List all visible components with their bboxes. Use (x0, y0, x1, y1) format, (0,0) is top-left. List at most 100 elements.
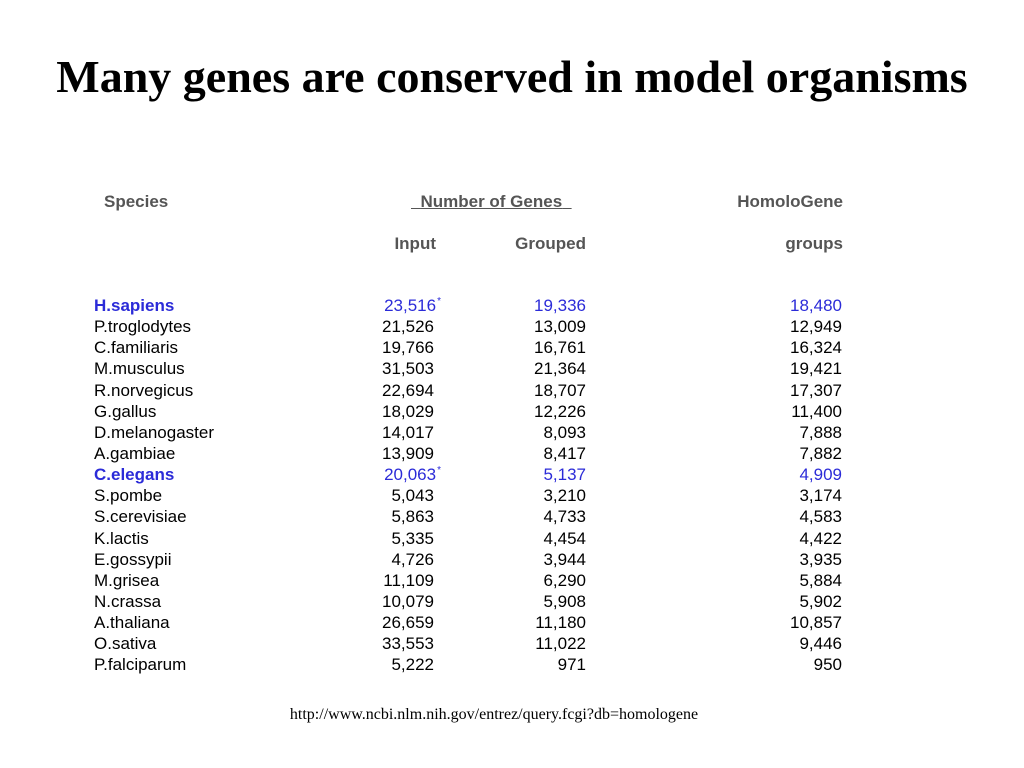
input-count-value: 13,909 (382, 443, 434, 463)
table-row: S.pombe 5,043 3,210 3,174 (0, 485, 1024, 506)
slide-title: Many genes are conserved in model organi… (56, 51, 968, 102)
species-name: D.melanogaster (94, 422, 215, 442)
table-row: C.elegans 20,063* 5,137 4,909 (0, 464, 1024, 485)
input-count: 21,526 (382, 316, 434, 337)
input-count: 5,222 (391, 654, 434, 675)
table-row: R.norvegicus 22,694 18,707 17,307 (0, 380, 1024, 401)
species-name: C.elegans (94, 465, 175, 485)
homologene-groups-count: 3,174 (799, 486, 842, 506)
grouped-count: 8,417 (543, 443, 586, 463)
input-count: 26,659 (382, 612, 434, 633)
grouped-count: 6,290 (543, 570, 586, 590)
input-count-value: 21,526 (382, 317, 434, 337)
input-count-value: 19,766 (382, 338, 434, 358)
grouped-count: 3,944 (543, 549, 586, 569)
homologene-groups-count: 9,446 (799, 634, 842, 654)
species-name: A.gambiae (94, 443, 176, 463)
grouped-count: 21,364 (534, 359, 586, 379)
homologene-groups-count: 7,888 (799, 422, 842, 442)
table-row: A.gambiae 13,909 8,417 7,882 (0, 443, 1024, 464)
species-name: C.familiaris (94, 338, 179, 358)
homologene-groups-count: 17,307 (790, 380, 842, 400)
input-count-value: 5,043 (391, 486, 434, 506)
table-row: O.sativa 33,553 11,022 9,446 (0, 633, 1024, 654)
table-row: D.melanogaster 14,017 8,093 7,888 (0, 422, 1024, 443)
grouped-count: 971 (557, 655, 586, 675)
grouped-count: 18,707 (534, 380, 586, 400)
input-count-value: 10,079 (382, 591, 434, 611)
input-count: 10,079 (382, 591, 434, 612)
homologene-groups-count: 950 (813, 655, 842, 675)
table-row: M.musculus 31,503 21,364 19,421 (0, 358, 1024, 379)
input-count: 11,109 (383, 570, 434, 591)
homologene-groups-count: 7,882 (799, 443, 842, 463)
species-name: K.lactis (94, 528, 149, 548)
homologene-groups-count: 12,949 (790, 317, 842, 337)
table-row: A.thaliana 26,659 11,180 10,857 (0, 612, 1024, 633)
input-count-value: 11,109 (383, 570, 434, 590)
input-count-value: 33,553 (382, 634, 434, 654)
input-count: 22,694 (382, 380, 434, 401)
grouped-count: 5,137 (543, 465, 586, 485)
homologene-groups-count: 5,884 (799, 570, 842, 590)
input-count: 14,017 (382, 422, 434, 443)
input-count: 5,335 (391, 528, 434, 549)
homologene-groups-count: 4,909 (799, 465, 842, 485)
input-count-value: 5,222 (391, 655, 434, 675)
grouped-count: 3,210 (543, 486, 586, 506)
input-count-value: 18,029 (382, 401, 434, 421)
species-header: Species (104, 192, 169, 211)
grouped-count: 12,226 (534, 401, 586, 421)
grouped-count: 4,733 (543, 507, 586, 527)
species-name: E.gossypii (94, 549, 172, 569)
table-row: M.grisea 11,109 6,290 5,884 (0, 570, 1024, 591)
homologene-groups-count: 11,400 (791, 401, 842, 421)
homologene-groups-count: 16,324 (790, 338, 842, 358)
species-name: P.falciparum (94, 655, 187, 675)
species-name: N.crassa (94, 591, 162, 611)
grouped-count: 8,093 (543, 422, 586, 442)
input-count-value: 4,726 (391, 549, 434, 569)
homologene-header: HomoloGene (737, 192, 843, 211)
homologene-groups-count: 5,902 (799, 591, 842, 611)
input-count: 13,909 (382, 443, 434, 464)
species-name: G.gallus (94, 401, 157, 421)
input-count: 23,516* (384, 295, 441, 316)
grouped-count: 4,454 (543, 528, 586, 548)
grouped-count: 11,022 (535, 634, 586, 654)
input-count: 33,553 (382, 633, 434, 654)
species-table: H.sapiens 23,516* 19,336 18,480 P.troglodyte… (0, 295, 1024, 676)
footnote-marker: * (437, 465, 441, 477)
table-row: H.sapiens 23,516* 19,336 18,480 (0, 295, 1024, 316)
input-count-value: 14,017 (382, 422, 434, 442)
species-name: S.cerevisiae (94, 507, 187, 527)
input-count: 18,029 (382, 401, 434, 422)
homologene-groups-count: 18,480 (790, 296, 842, 315)
species-name: M.musculus (94, 359, 185, 379)
grouped-header: Grouped (515, 234, 586, 253)
footnote-marker: * (437, 296, 441, 308)
table-row: P.falciparum 5,222 971 950 (0, 654, 1024, 675)
number-of-genes-header: Number of Genes (411, 192, 572, 212)
homologene-groups-count: 10,857 (790, 613, 842, 633)
grouped-count: 13,009 (534, 317, 586, 337)
species-name: R.norvegicus (94, 380, 194, 400)
grouped-count: 19,336 (534, 296, 586, 315)
source-url: http://www.ncbi.nlm.nih.gov/entrez/query… (289, 706, 699, 723)
grouped-count: 11,180 (535, 613, 586, 633)
table-row: S.cerevisiae 5,863 4,733 4,583 (0, 506, 1024, 527)
grouped-count: 16,761 (534, 338, 586, 358)
input-count-value: 5,863 (391, 507, 434, 527)
homologene-groups-count: 3,935 (799, 549, 842, 569)
input-count: 20,063* (384, 464, 441, 485)
input-count-value: 5,335 (391, 528, 434, 548)
table-row: P.troglodytes 21,526 13,009 12,949 (0, 316, 1024, 337)
input-count: 5,863 (391, 506, 434, 527)
input-count-value: 22,694 (382, 380, 434, 400)
input-count-value: 31,503 (382, 359, 434, 379)
homologene-groups-count: 19,421 (790, 359, 842, 379)
table-row: E.gossypii 4,726 3,944 3,935 (0, 549, 1024, 570)
input-count-value: 23,516 (384, 296, 437, 315)
table-row: G.gallus 18,029 12,226 11,400 (0, 401, 1024, 422)
